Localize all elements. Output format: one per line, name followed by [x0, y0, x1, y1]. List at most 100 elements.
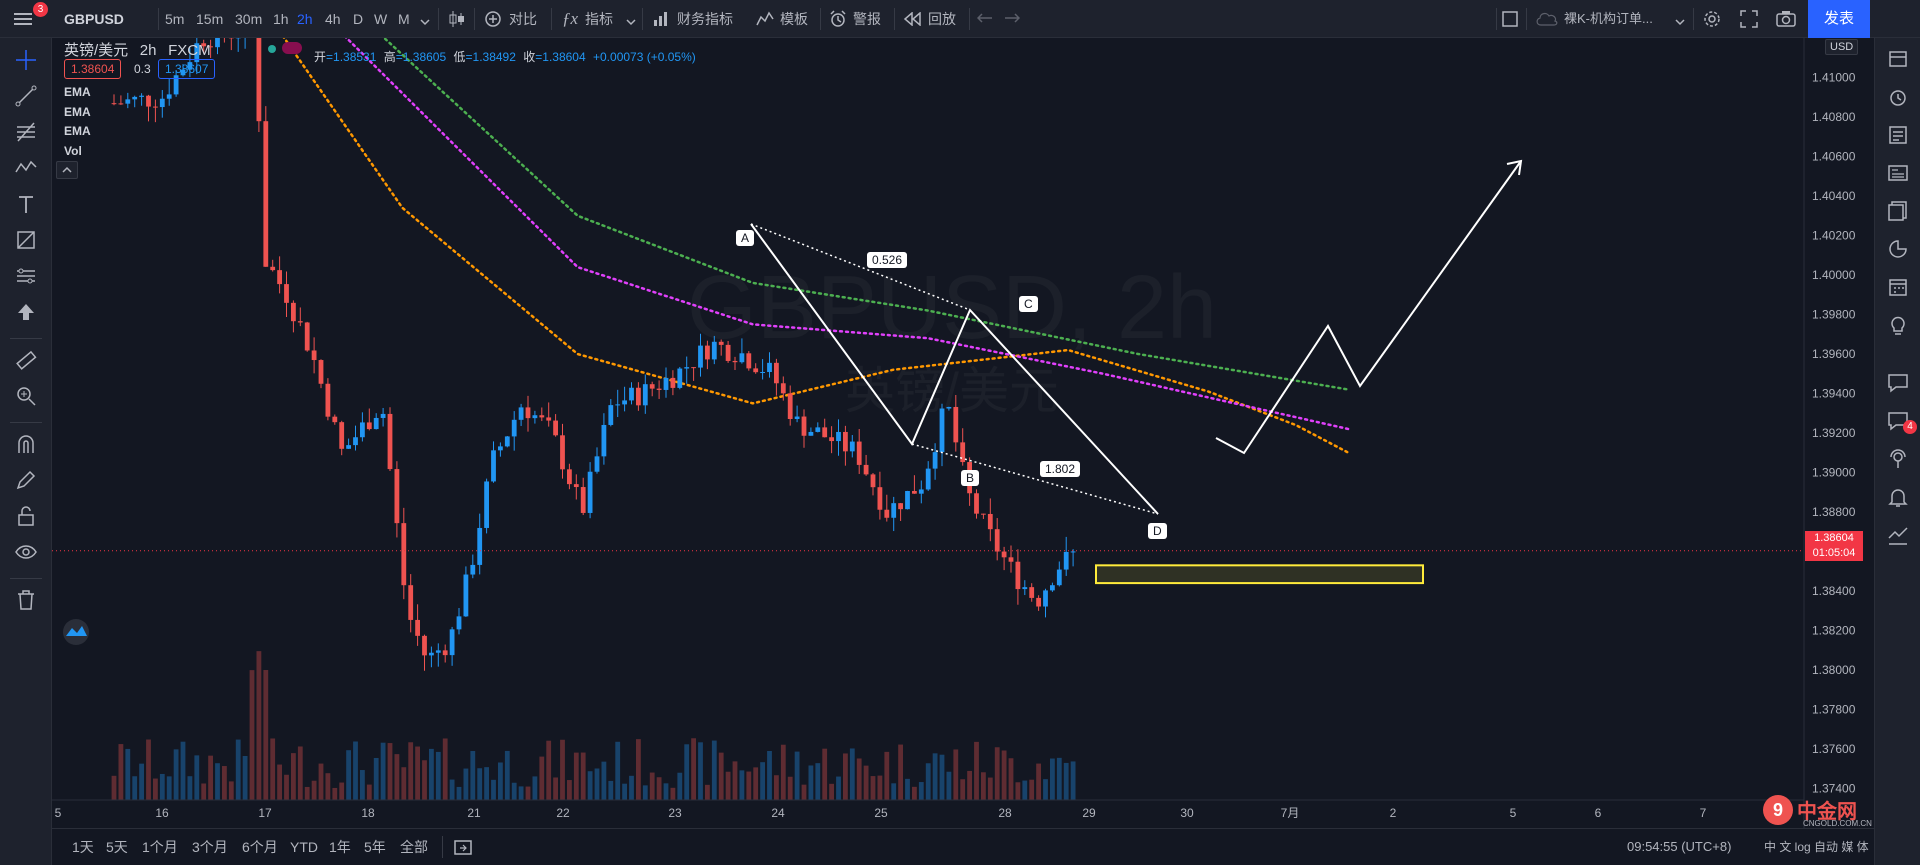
point-c-label[interactable]: C [1019, 296, 1038, 312]
menu-icon[interactable] [14, 10, 32, 28]
interval-w[interactable]: W [374, 11, 388, 27]
range-1y[interactable]: 1年 [329, 839, 351, 855]
range-6m[interactable]: 6个月 [242, 839, 278, 855]
range-5y[interactable]: 5年 [364, 839, 386, 855]
indicator-ema-2[interactable]: EMA [64, 105, 91, 119]
interval-1h[interactable]: 1h [273, 11, 289, 27]
redo-icon[interactable] [1004, 12, 1021, 26]
currency-label[interactable]: USD [1825, 39, 1859, 55]
arrow-up-icon[interactable] [15, 301, 37, 323]
chart-area[interactable]: GBPUSD, 2h 英镑/美元 1.41000 1.40800 1.40600 1.4… [52, 38, 1874, 828]
trading-panel-icon[interactable] [1887, 524, 1909, 546]
ratio-ab-label[interactable]: 0.526 [867, 252, 908, 268]
symbol-title[interactable]: 英镑/美元 [64, 42, 129, 59]
range-ytd[interactable]: YTD [290, 839, 318, 855]
point-d-label[interactable]: D [1148, 523, 1167, 539]
range-1m[interactable]: 1个月 [142, 839, 178, 855]
forecast-icon[interactable] [15, 265, 37, 287]
point-a-label[interactable]: A [736, 230, 755, 246]
calendar-icon[interactable] [1887, 276, 1909, 298]
indicator-ema-3[interactable]: EMA [64, 124, 91, 138]
news-icon[interactable] [1887, 162, 1909, 184]
publish-button[interactable]: 发表 [1808, 0, 1870, 38]
low-value: =1.38492 [465, 50, 516, 64]
chevron-down-icon[interactable] [626, 15, 636, 26]
ask-price-box[interactable]: 1.38607 [158, 59, 216, 79]
candle-body [1022, 587, 1028, 590]
interval-d[interactable]: D [353, 11, 364, 27]
lock-icon[interactable] [15, 505, 37, 527]
scale-options[interactable]: 中 文 log 自动 媒 体 [1764, 840, 1869, 854]
range-all[interactable]: 全部 [400, 839, 428, 855]
settings-gear-icon[interactable] [1702, 9, 1722, 29]
interval-15m[interactable]: 15m [196, 11, 224, 27]
collapse-legend-button[interactable] [56, 161, 78, 179]
alarm-icon[interactable] [1887, 86, 1909, 108]
point-b-label[interactable]: B [961, 470, 980, 486]
indicator-vol[interactable]: Vol [64, 144, 82, 158]
streams-icon[interactable] [1887, 448, 1909, 470]
shapes-icon[interactable] [15, 229, 37, 251]
financials-icon[interactable] [652, 10, 670, 28]
interval-30m[interactable]: 30m [235, 11, 263, 27]
text-tool-icon[interactable] [15, 193, 37, 215]
pattern-icon[interactable] [15, 157, 37, 179]
candle-body [587, 471, 593, 513]
trash-icon[interactable] [15, 589, 37, 611]
candlestick-type-icon[interactable] [448, 10, 466, 28]
trend-line-icon[interactable] [15, 85, 37, 107]
compare-icon[interactable] [484, 10, 502, 28]
crosshair-icon[interactable] [15, 49, 37, 71]
interval-5m[interactable]: 5m [165, 11, 185, 27]
range-3m[interactable]: 3个月 [192, 839, 228, 855]
chevron-down-icon[interactable] [420, 15, 430, 26]
undo-icon[interactable] [976, 12, 993, 26]
goto-date-icon[interactable] [454, 839, 472, 855]
financials-button[interactable]: 财务指标 [677, 11, 733, 27]
alarm-clock-icon[interactable] [829, 10, 847, 28]
interval-2h[interactable]: 2h [297, 11, 313, 27]
notification-bell-icon[interactable] [1887, 486, 1909, 508]
fib-retracement-icon[interactable] [15, 121, 37, 143]
hotlist-icon[interactable] [1887, 200, 1909, 222]
price-chart[interactable]: GBPUSD, 2h 英镑/美元 1.41000 1.40800 1.40600 1.4… [52, 38, 1874, 828]
zoom-in-icon[interactable] [15, 385, 37, 407]
fullscreen-window-icon[interactable] [1501, 10, 1519, 28]
replay-icon[interactable] [903, 11, 921, 27]
volume-bar [829, 783, 834, 800]
chat-icon[interactable] [1887, 372, 1909, 394]
compare-button[interactable]: 对比 [509, 11, 537, 27]
idea-bulb-icon[interactable] [1887, 314, 1909, 336]
eye-icon[interactable] [15, 541, 37, 563]
calendar-pie-icon[interactable] [1887, 238, 1909, 260]
time-tick-label: 28 [998, 806, 1012, 820]
layout-name[interactable]: 裸K-机构订单... [1564, 11, 1653, 26]
clock-time[interactable]: 09:54:55 (UTC+8) [1627, 839, 1732, 854]
templates-button[interactable]: 模板 [780, 11, 808, 27]
interval-m[interactable]: M [398, 11, 410, 27]
symbol-search[interactable]: GBPUSD [64, 11, 124, 27]
time-tick-label: 22 [556, 806, 570, 820]
watchlist-icon[interactable] [1887, 48, 1909, 70]
indicators-button[interactable]: 指标 [585, 11, 613, 27]
data-window-icon[interactable] [1887, 124, 1909, 146]
camera-icon[interactable] [1776, 10, 1796, 28]
pencil-lock-icon[interactable] [15, 469, 37, 491]
fx-icon[interactable]: ƒx [562, 9, 579, 28]
interval-4h[interactable]: 4h [325, 11, 341, 27]
messages-icon[interactable] [1887, 410, 1909, 432]
templates-icon[interactable] [756, 10, 774, 28]
fullscreen-icon[interactable] [1740, 10, 1758, 28]
ratio-bd-label[interactable]: 1.802 [1040, 461, 1081, 477]
chevron-down-icon[interactable] [1675, 15, 1685, 26]
replay-button[interactable]: 回放 [928, 11, 956, 27]
cloud-icon[interactable] [1535, 11, 1559, 27]
volume-bar [698, 742, 703, 800]
alert-button[interactable]: 警报 [853, 11, 881, 27]
bid-price-box[interactable]: 1.38604 [64, 59, 122, 79]
magnet-icon[interactable] [15, 433, 37, 455]
range-5d[interactable]: 5天 [106, 839, 128, 855]
ruler-icon[interactable] [15, 349, 37, 371]
indicator-ema-1[interactable]: EMA [64, 85, 91, 99]
range-1d[interactable]: 1天 [72, 839, 94, 855]
